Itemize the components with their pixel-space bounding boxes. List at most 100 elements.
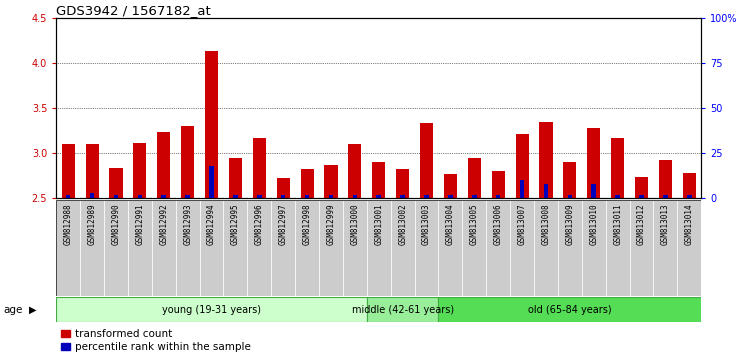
Bar [462, 200, 486, 296]
Text: GSM813011: GSM813011 [614, 203, 622, 245]
Text: young (19-31 years): young (19-31 years) [162, 305, 261, 315]
Bar [448, 195, 453, 198]
Bar [396, 169, 410, 198]
Bar [161, 195, 166, 198]
Bar [296, 200, 319, 296]
Text: GSM812996: GSM812996 [255, 203, 264, 245]
Bar [468, 158, 481, 198]
Text: GSM813014: GSM813014 [685, 203, 694, 245]
Bar [304, 195, 310, 198]
Text: GSM813006: GSM813006 [494, 203, 502, 245]
Bar [682, 173, 696, 198]
Bar [439, 297, 701, 322]
Bar [205, 51, 218, 198]
Bar [253, 138, 266, 198]
Bar [420, 123, 433, 198]
Bar [348, 144, 361, 198]
Bar [134, 143, 146, 198]
Bar [439, 200, 462, 296]
Bar [128, 200, 152, 296]
Bar [534, 200, 558, 296]
Bar [248, 200, 272, 296]
Bar [687, 195, 692, 198]
Bar [185, 195, 190, 198]
Bar [367, 297, 439, 322]
Text: GSM812995: GSM812995 [231, 203, 240, 245]
Text: GSM813007: GSM813007 [518, 203, 526, 245]
Text: GDS3942 / 1567182_at: GDS3942 / 1567182_at [56, 4, 211, 17]
Bar [486, 200, 510, 296]
Text: GSM812993: GSM812993 [183, 203, 192, 245]
Bar [257, 195, 262, 198]
Text: GSM812992: GSM812992 [159, 203, 168, 245]
Text: GSM813012: GSM813012 [637, 203, 646, 245]
Bar [415, 200, 439, 296]
Text: GSM813008: GSM813008 [542, 203, 550, 245]
Bar [629, 200, 653, 296]
Bar [639, 195, 644, 198]
Bar [424, 195, 429, 198]
Bar [376, 195, 381, 198]
Text: middle (42-61 years): middle (42-61 years) [352, 305, 454, 315]
Text: GSM812994: GSM812994 [207, 203, 216, 245]
Legend: transformed count, percentile rank within the sample: transformed count, percentile rank withi… [62, 329, 250, 352]
Bar [272, 200, 296, 296]
Bar [80, 200, 104, 296]
Bar [615, 195, 620, 198]
Bar [611, 138, 624, 198]
Bar [400, 195, 405, 198]
Bar [520, 180, 524, 198]
Text: GSM812999: GSM812999 [326, 203, 335, 245]
Bar [496, 195, 500, 198]
Text: GSM812991: GSM812991 [135, 203, 144, 245]
Bar [635, 177, 648, 198]
Bar [209, 166, 214, 198]
Bar [592, 184, 596, 198]
Bar [544, 184, 548, 198]
Bar [325, 165, 338, 198]
Text: GSM813004: GSM813004 [446, 203, 455, 245]
Bar [233, 195, 238, 198]
Bar [224, 200, 248, 296]
Bar [606, 200, 629, 296]
Bar [114, 195, 118, 198]
Bar [86, 144, 99, 198]
Text: GSM812998: GSM812998 [302, 203, 311, 245]
Bar [158, 132, 170, 198]
Text: GSM813005: GSM813005 [470, 203, 478, 245]
Bar [152, 200, 176, 296]
Bar [200, 200, 223, 296]
Bar [352, 195, 357, 198]
Bar [137, 195, 142, 198]
Bar [492, 171, 505, 198]
Bar [104, 200, 128, 296]
Bar [319, 200, 343, 296]
Bar [568, 195, 572, 198]
Bar [558, 200, 582, 296]
Text: GSM812990: GSM812990 [112, 203, 121, 245]
Bar [110, 169, 122, 198]
Text: GSM813010: GSM813010 [590, 203, 598, 245]
Bar [176, 200, 200, 296]
Bar [56, 297, 367, 322]
Bar [372, 162, 386, 198]
Bar [301, 169, 313, 198]
Bar [391, 200, 415, 296]
Bar [277, 178, 290, 198]
Bar [444, 174, 457, 198]
Text: GSM813013: GSM813013 [661, 203, 670, 245]
Bar [663, 195, 668, 198]
Text: GSM812997: GSM812997 [279, 203, 288, 245]
Bar [563, 162, 577, 198]
Bar [281, 195, 286, 198]
Text: GSM813002: GSM813002 [398, 203, 407, 245]
Text: GSM813001: GSM813001 [374, 203, 383, 245]
Bar [653, 200, 677, 296]
Text: age: age [4, 305, 23, 315]
Text: GSM812988: GSM812988 [64, 203, 73, 245]
Text: GSM813000: GSM813000 [350, 203, 359, 245]
Bar [367, 200, 391, 296]
Bar [582, 200, 606, 296]
Text: GSM812989: GSM812989 [88, 203, 97, 245]
Bar [515, 134, 529, 198]
